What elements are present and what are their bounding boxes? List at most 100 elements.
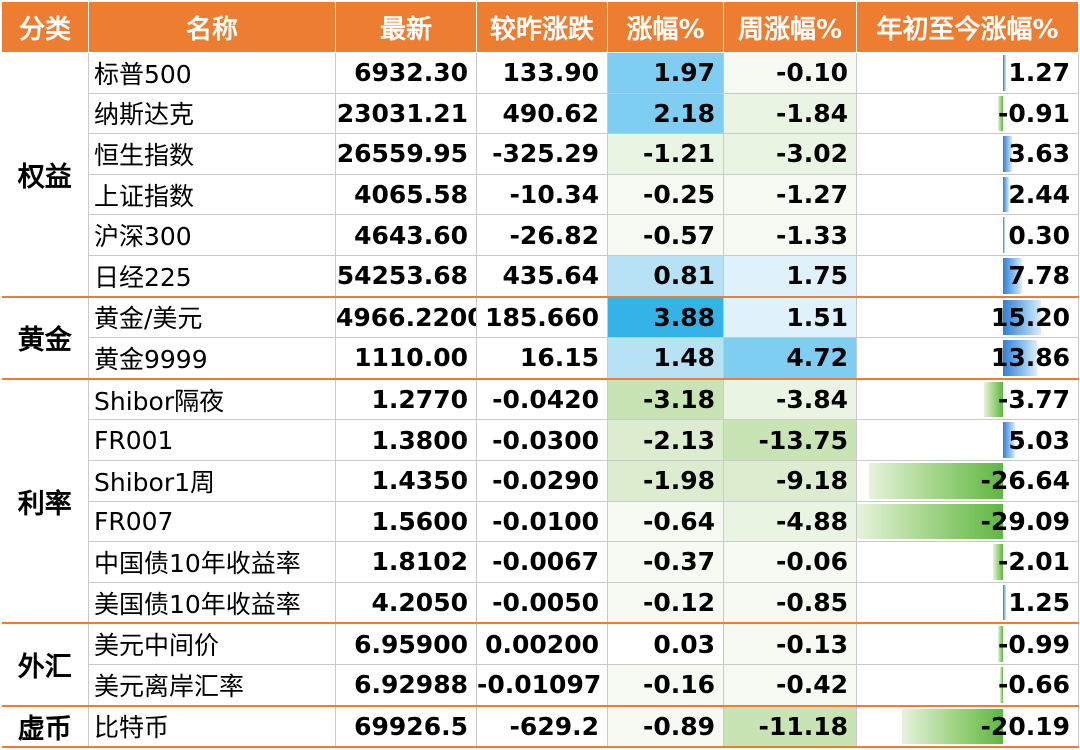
row-name-value: 上证指数 [94, 181, 195, 211]
row-change-value: 185.660 [485, 302, 599, 332]
row-pct-value: -0.37 [642, 547, 715, 577]
ytd-data-bar [1003, 257, 1022, 294]
row-name-value: 美元离岸汇率 [94, 671, 245, 701]
row-change-value: 490.62 [502, 98, 599, 128]
table-row: 利率 Shibor隔夜 1.2770 -0.0420 -3.18 -3.84 -3.77 [1, 378, 1079, 625]
table-row: 中国债10年收益率 1.8102 -0.0067 -0.37 -0.06 -2.01 [2, 541, 1079, 583]
category-label: 权益 [1, 51, 89, 298]
row-ytd-value: -0.91 [997, 98, 1070, 128]
row-change-cell: -325.29 [476, 133, 608, 175]
row-change-value: -325.29 [492, 139, 599, 169]
row-change-value: 16.15 [519, 343, 599, 373]
row-pct-value: -1.21 [642, 139, 715, 169]
header-pct: 涨幅% [607, 1, 724, 53]
row-pct-cell: -0.16 [607, 663, 724, 707]
ytd-data-bar [1003, 422, 1015, 458]
row-name-cell: 上证指数 [88, 173, 336, 216]
row-latest-cell: 6932.30 [335, 52, 477, 94]
row-name-cell: 比特币 [88, 705, 336, 749]
row-ytd-cell: 3.63 [856, 133, 1079, 175]
row-name-cell: 纳斯达克 [88, 92, 336, 135]
table-row: 沪深300 4643.60 -26.82 -0.57 -1.33 0.30 [2, 214, 1079, 256]
row-name-cell: FR001 [88, 419, 336, 461]
row-ytd-value: -3.77 [997, 385, 1070, 415]
row-name-cell: 日经225 [88, 254, 336, 298]
row-change-cell: 435.64 [476, 254, 608, 298]
row-week-value: -3.02 [775, 139, 848, 169]
row-name-value: 中国债10年收益率 [94, 548, 301, 578]
row-latest-cell: 6.92988 [335, 663, 477, 707]
row-change-cell: -10.34 [476, 173, 608, 216]
row-latest-cell: 1.5600 [335, 500, 477, 543]
row-name-value: 纳斯达克 [94, 100, 195, 130]
row-week-value: 1.51 [786, 302, 848, 332]
row-ytd-cell: -26.64 [856, 459, 1079, 502]
row-ytd-value: -29.09 [980, 506, 1070, 536]
row-change-value: -0.0290 [492, 466, 599, 496]
table-row: Shibor1周 1.4350 -0.0290 -1.98 -9.18 -26.64 [2, 459, 1079, 502]
row-week-value: -13.75 [758, 425, 848, 455]
row-ytd-value: -20.19 [980, 711, 1070, 741]
ytd-data-bar [998, 95, 1003, 132]
row-pct-value: 0.03 [653, 629, 715, 659]
ytd-data-bar [1003, 176, 1009, 213]
row-pct-cell: 2.18 [607, 92, 724, 135]
ytd-data-bar [869, 462, 1003, 499]
row-week-value: -11.18 [758, 711, 848, 741]
row-week-cell: -3.02 [723, 133, 857, 175]
row-ytd-value: -2.01 [997, 547, 1070, 577]
row-change-value: -26.82 [509, 220, 599, 250]
row-change-cell: -0.0300 [476, 419, 608, 461]
row-name-value: 沪深300 [94, 222, 192, 252]
row-pct-value: 0.81 [653, 261, 715, 291]
row-week-cell: -9.18 [723, 459, 857, 502]
row-ytd-cell: -0.91 [856, 92, 1079, 135]
row-week-value: -0.06 [775, 547, 848, 577]
row-week-cell: -3.84 [723, 378, 857, 421]
row-change-value: -0.0100 [492, 506, 599, 536]
row-ytd-value: 7.78 [1008, 261, 1070, 291]
row-name-cell: 美国债10年收益率 [88, 581, 336, 625]
row-week-value: -0.85 [775, 588, 848, 618]
header-category: 分类 [1, 1, 89, 53]
row-latest-cell: 1.3800 [335, 419, 477, 461]
row-pct-cell: 1.97 [607, 52, 724, 94]
row-latest-value: 6.95900 [354, 629, 468, 659]
row-week-cell: 1.51 [723, 296, 857, 339]
row-change-value: -0.0420 [492, 385, 599, 415]
row-pct-cell: 1.48 [607, 337, 724, 380]
row-ytd-cell: 1.27 [856, 52, 1079, 94]
row-week-value: 1.75 [786, 261, 848, 291]
row-ytd-value: 3.63 [1008, 139, 1070, 169]
row-name-value: 美元中间价 [94, 631, 220, 661]
row-latest-value: 4.2050 [371, 588, 468, 618]
row-change-cell: 16.15 [476, 337, 608, 380]
row-week-value: -9.18 [775, 466, 848, 496]
row-pct-value: -0.57 [642, 220, 715, 250]
row-name-value: 日经225 [94, 262, 192, 292]
row-name-cell: 标普500 [88, 52, 336, 94]
row-pct-cell: -0.57 [607, 214, 724, 256]
table-row: 美元离岸汇率 6.92988 -0.01097 -0.16 -0.42 -0.66 [2, 663, 1079, 707]
row-ytd-value: 15.20 [990, 302, 1070, 332]
row-change-value: -629.2 [509, 711, 599, 741]
row-ytd-cell: 7.78 [856, 254, 1079, 298]
row-ytd-value: -0.66 [997, 670, 1070, 700]
row-pct-value: 1.97 [653, 58, 715, 88]
row-ytd-value: 13.86 [990, 343, 1070, 373]
row-ytd-value: -0.99 [997, 629, 1070, 659]
row-name-cell: 美元离岸汇率 [88, 663, 336, 707]
row-change-value: -0.0300 [492, 425, 599, 455]
row-name-cell: 黄金9999 [88, 337, 336, 380]
row-ytd-cell: -0.99 [856, 622, 1079, 665]
ytd-data-bar [1003, 340, 1037, 376]
row-latest-value: 23031.21 [336, 98, 468, 128]
row-pct-cell: 0.81 [607, 254, 724, 298]
row-ytd-cell: 2.44 [856, 173, 1079, 216]
table-row: 黄金9999 1110.00 16.15 1.48 4.72 13.86 [2, 337, 1079, 380]
row-week-cell: -1.33 [723, 214, 857, 256]
ytd-data-bar [998, 626, 1003, 662]
row-ytd-value: 0.30 [1008, 220, 1070, 250]
row-week-value: -0.10 [775, 58, 848, 88]
